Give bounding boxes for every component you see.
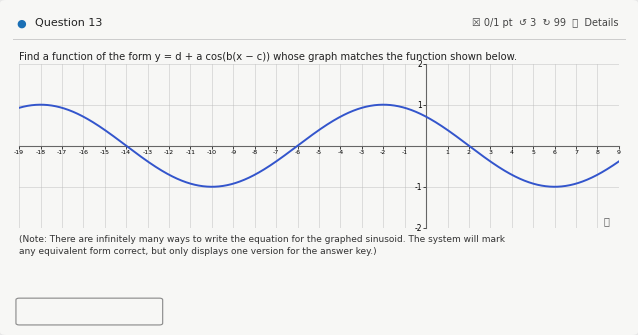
- Text: (Note: There are infinitely many ways to write the equation for the graphed sinu: (Note: There are infinitely many ways to…: [19, 234, 505, 256]
- Text: ●: ●: [16, 18, 26, 28]
- Text: Find a function of the form y = d + a cos(b(x − c)) whose graph matches the func: Find a function of the form y = d + a co…: [19, 52, 517, 62]
- Text: Question 13: Question 13: [35, 18, 103, 28]
- Text: 🔍: 🔍: [604, 216, 609, 226]
- Text: ☒ 0/1 pt  ↺ 3  ↻ 99  ⓘ  Details: ☒ 0/1 pt ↺ 3 ↻ 99 ⓘ Details: [472, 18, 619, 28]
